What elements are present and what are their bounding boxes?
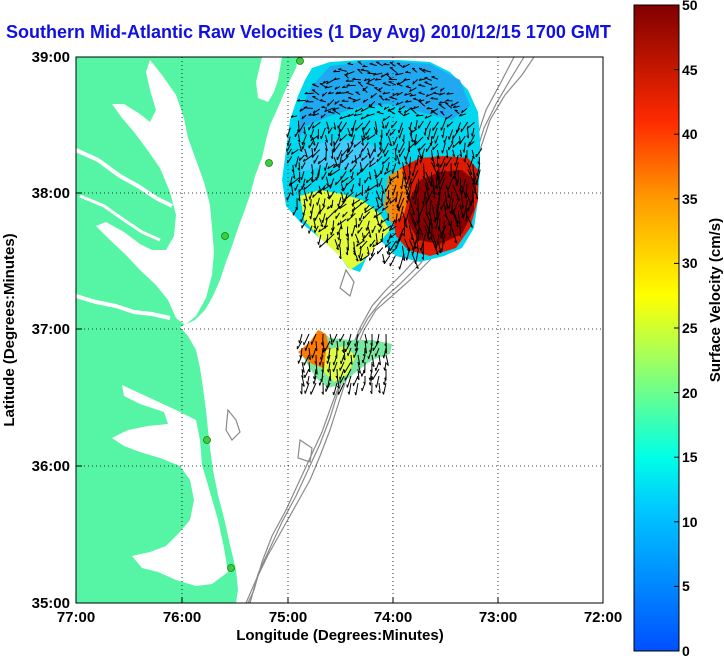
colorbar-tick-label: 25	[682, 320, 698, 336]
station-marker	[221, 232, 229, 240]
velocity-vectors	[286, 61, 483, 396]
colorbar-tick-label: 35	[682, 191, 698, 207]
map-title: Southern Mid-Atlantic Raw Velocities (1 …	[6, 22, 611, 42]
colorbar-tick-label: 50	[682, 0, 698, 13]
y-tick-label: 38:00	[32, 185, 70, 202]
station-marker	[265, 159, 273, 167]
x-tick-label: 72:00	[584, 609, 622, 626]
y-axis-label: Latitude (Degrees:Minutes)	[1, 233, 18, 426]
colorbar-tick-label: 30	[682, 255, 698, 271]
hf-radar-stations	[203, 57, 304, 572]
x-axis-label: Longitude (Degrees:Minutes)	[236, 627, 444, 644]
x-tick-label: 76:00	[163, 609, 201, 626]
y-tick-label: 39:00	[32, 49, 70, 66]
colorbar-tick-label: 10	[682, 514, 698, 530]
colorbar-label: Surface Velocity (cm/s)	[707, 218, 724, 382]
chesapeake-bay	[96, 60, 214, 325]
colorbar-tick-label: 20	[682, 385, 698, 401]
pamlico-sound	[112, 385, 228, 586]
y-tick-label: 36:00	[32, 458, 70, 475]
grid-lines	[76, 57, 603, 603]
y-tick-label: 37:00	[32, 321, 70, 338]
land-mass	[76, 57, 298, 603]
velocity-field-north-yellow	[300, 190, 390, 270]
y-tick-label: 35:00	[32, 595, 70, 612]
colorbar	[633, 4, 680, 652]
x-tick-label: 77:00	[57, 609, 95, 626]
delaware-bay	[256, 57, 282, 102]
velocity-field-north-blue	[298, 60, 470, 140]
colorbar-tick-label: 5	[682, 578, 690, 594]
potomac-river	[76, 148, 173, 208]
colorbar-tick-label: 0	[682, 643, 690, 659]
x-tick-label: 74:00	[374, 609, 412, 626]
station-marker	[227, 564, 235, 572]
james-river	[76, 294, 171, 320]
station-marker	[296, 57, 304, 65]
x-tick-label: 73:00	[479, 609, 517, 626]
x-tick-label: 75:00	[269, 609, 307, 626]
rappahannock-river	[79, 194, 161, 242]
station-marker	[203, 436, 211, 444]
colorbar-tick-label: 15	[682, 449, 698, 465]
colorbar-tick-label: 40	[682, 126, 698, 142]
colorbar-tick-label: 45	[682, 62, 698, 78]
